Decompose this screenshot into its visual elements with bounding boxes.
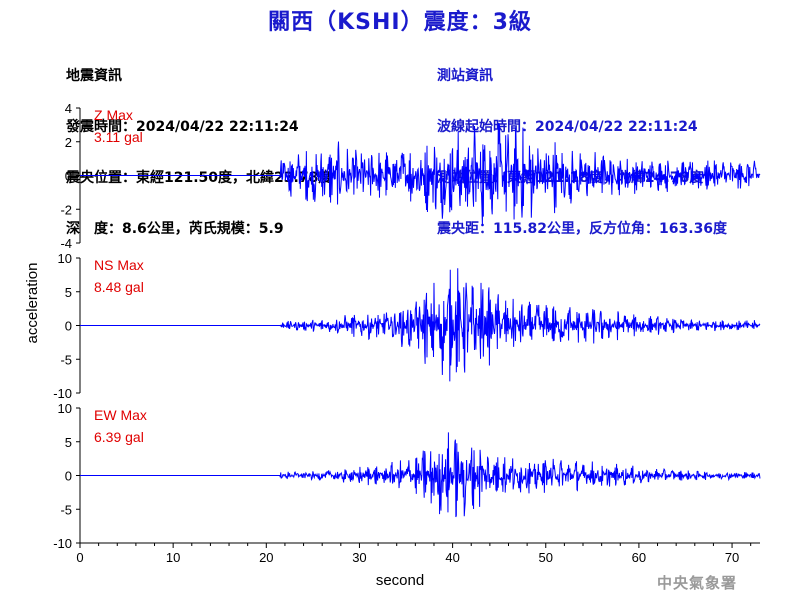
chart-title: 關西（KSHI）震度：3級 xyxy=(268,10,532,35)
y-axis-title: acceleration xyxy=(24,263,41,344)
agency-logo-text: 中央氣象署 xyxy=(657,574,738,592)
station-info: 測站資訊 波線起始時間：2024/04/22 22:11:24 測站位置：東經1… xyxy=(437,34,727,255)
x-tick-label: 70 xyxy=(725,550,739,565)
x-tick-label: 50 xyxy=(539,550,553,565)
x-tick-label: 20 xyxy=(259,550,273,565)
wave-start-time: 波線起始時間：2024/04/22 22:11:24 xyxy=(437,119,698,135)
y-tick-label-ns: 0 xyxy=(65,319,72,334)
y-tick-label-z: -2 xyxy=(60,202,72,217)
earthquake-info-heading: 地震資訊 xyxy=(66,68,122,84)
y-tick-label-z: 4 xyxy=(65,101,72,116)
x-axis-title: second xyxy=(376,572,424,589)
x-tick-label: 0 xyxy=(76,550,83,565)
trace-z xyxy=(80,123,761,226)
x-tick-label: 30 xyxy=(352,550,366,565)
y-tick-label-z: -4 xyxy=(60,236,72,251)
station-info-heading: 測站資訊 xyxy=(437,68,493,84)
y-tick-label-ew: 10 xyxy=(58,401,72,416)
depth-magnitude: 深 度：8.6公里，芮氏規模：5.9 xyxy=(66,221,284,237)
earthquake-info: 地震資訊 發震時間：2024/04/22 22:11:24 震央位置：東經121… xyxy=(66,34,332,255)
distance-azimuth: 震央距：115.82公里，反方位角：163.36度 xyxy=(437,221,728,237)
max-label-ns: NS Max xyxy=(94,257,144,273)
y-tick-label-ew: 0 xyxy=(65,469,72,484)
trace-ew xyxy=(80,432,761,518)
max-value-ns: 8.48 gal xyxy=(94,279,144,295)
y-tick-label-ns: 5 xyxy=(65,285,72,300)
x-tick-label: 10 xyxy=(166,550,180,565)
y-tick-label-ew: -5 xyxy=(60,502,72,517)
y-tick-label-ns: -5 xyxy=(60,352,72,367)
trace-ns xyxy=(80,268,761,382)
x-tick-label: 60 xyxy=(632,550,646,565)
y-tick-label-ns: 10 xyxy=(58,251,72,266)
x-tick-label: 40 xyxy=(445,550,459,565)
max-value-ew: 6.39 gal xyxy=(94,429,144,445)
epicenter: 震央位置：東經121.50度，北緯23.78度 xyxy=(66,170,333,186)
y-tick-label-ew: -10 xyxy=(53,536,72,551)
max-value-z: 3.11 gal xyxy=(94,129,143,145)
max-label-z: Z Max xyxy=(94,107,133,123)
y-tick-label-ew: 5 xyxy=(65,435,72,450)
y-tick-label-ns: -10 xyxy=(53,386,72,401)
y-tick-label-z: 0 xyxy=(65,169,72,184)
y-tick-label-z: 2 xyxy=(65,135,72,150)
origin-time: 發震時間：2024/04/22 22:11:24 xyxy=(66,119,299,135)
max-label-ew: EW Max xyxy=(94,407,147,423)
